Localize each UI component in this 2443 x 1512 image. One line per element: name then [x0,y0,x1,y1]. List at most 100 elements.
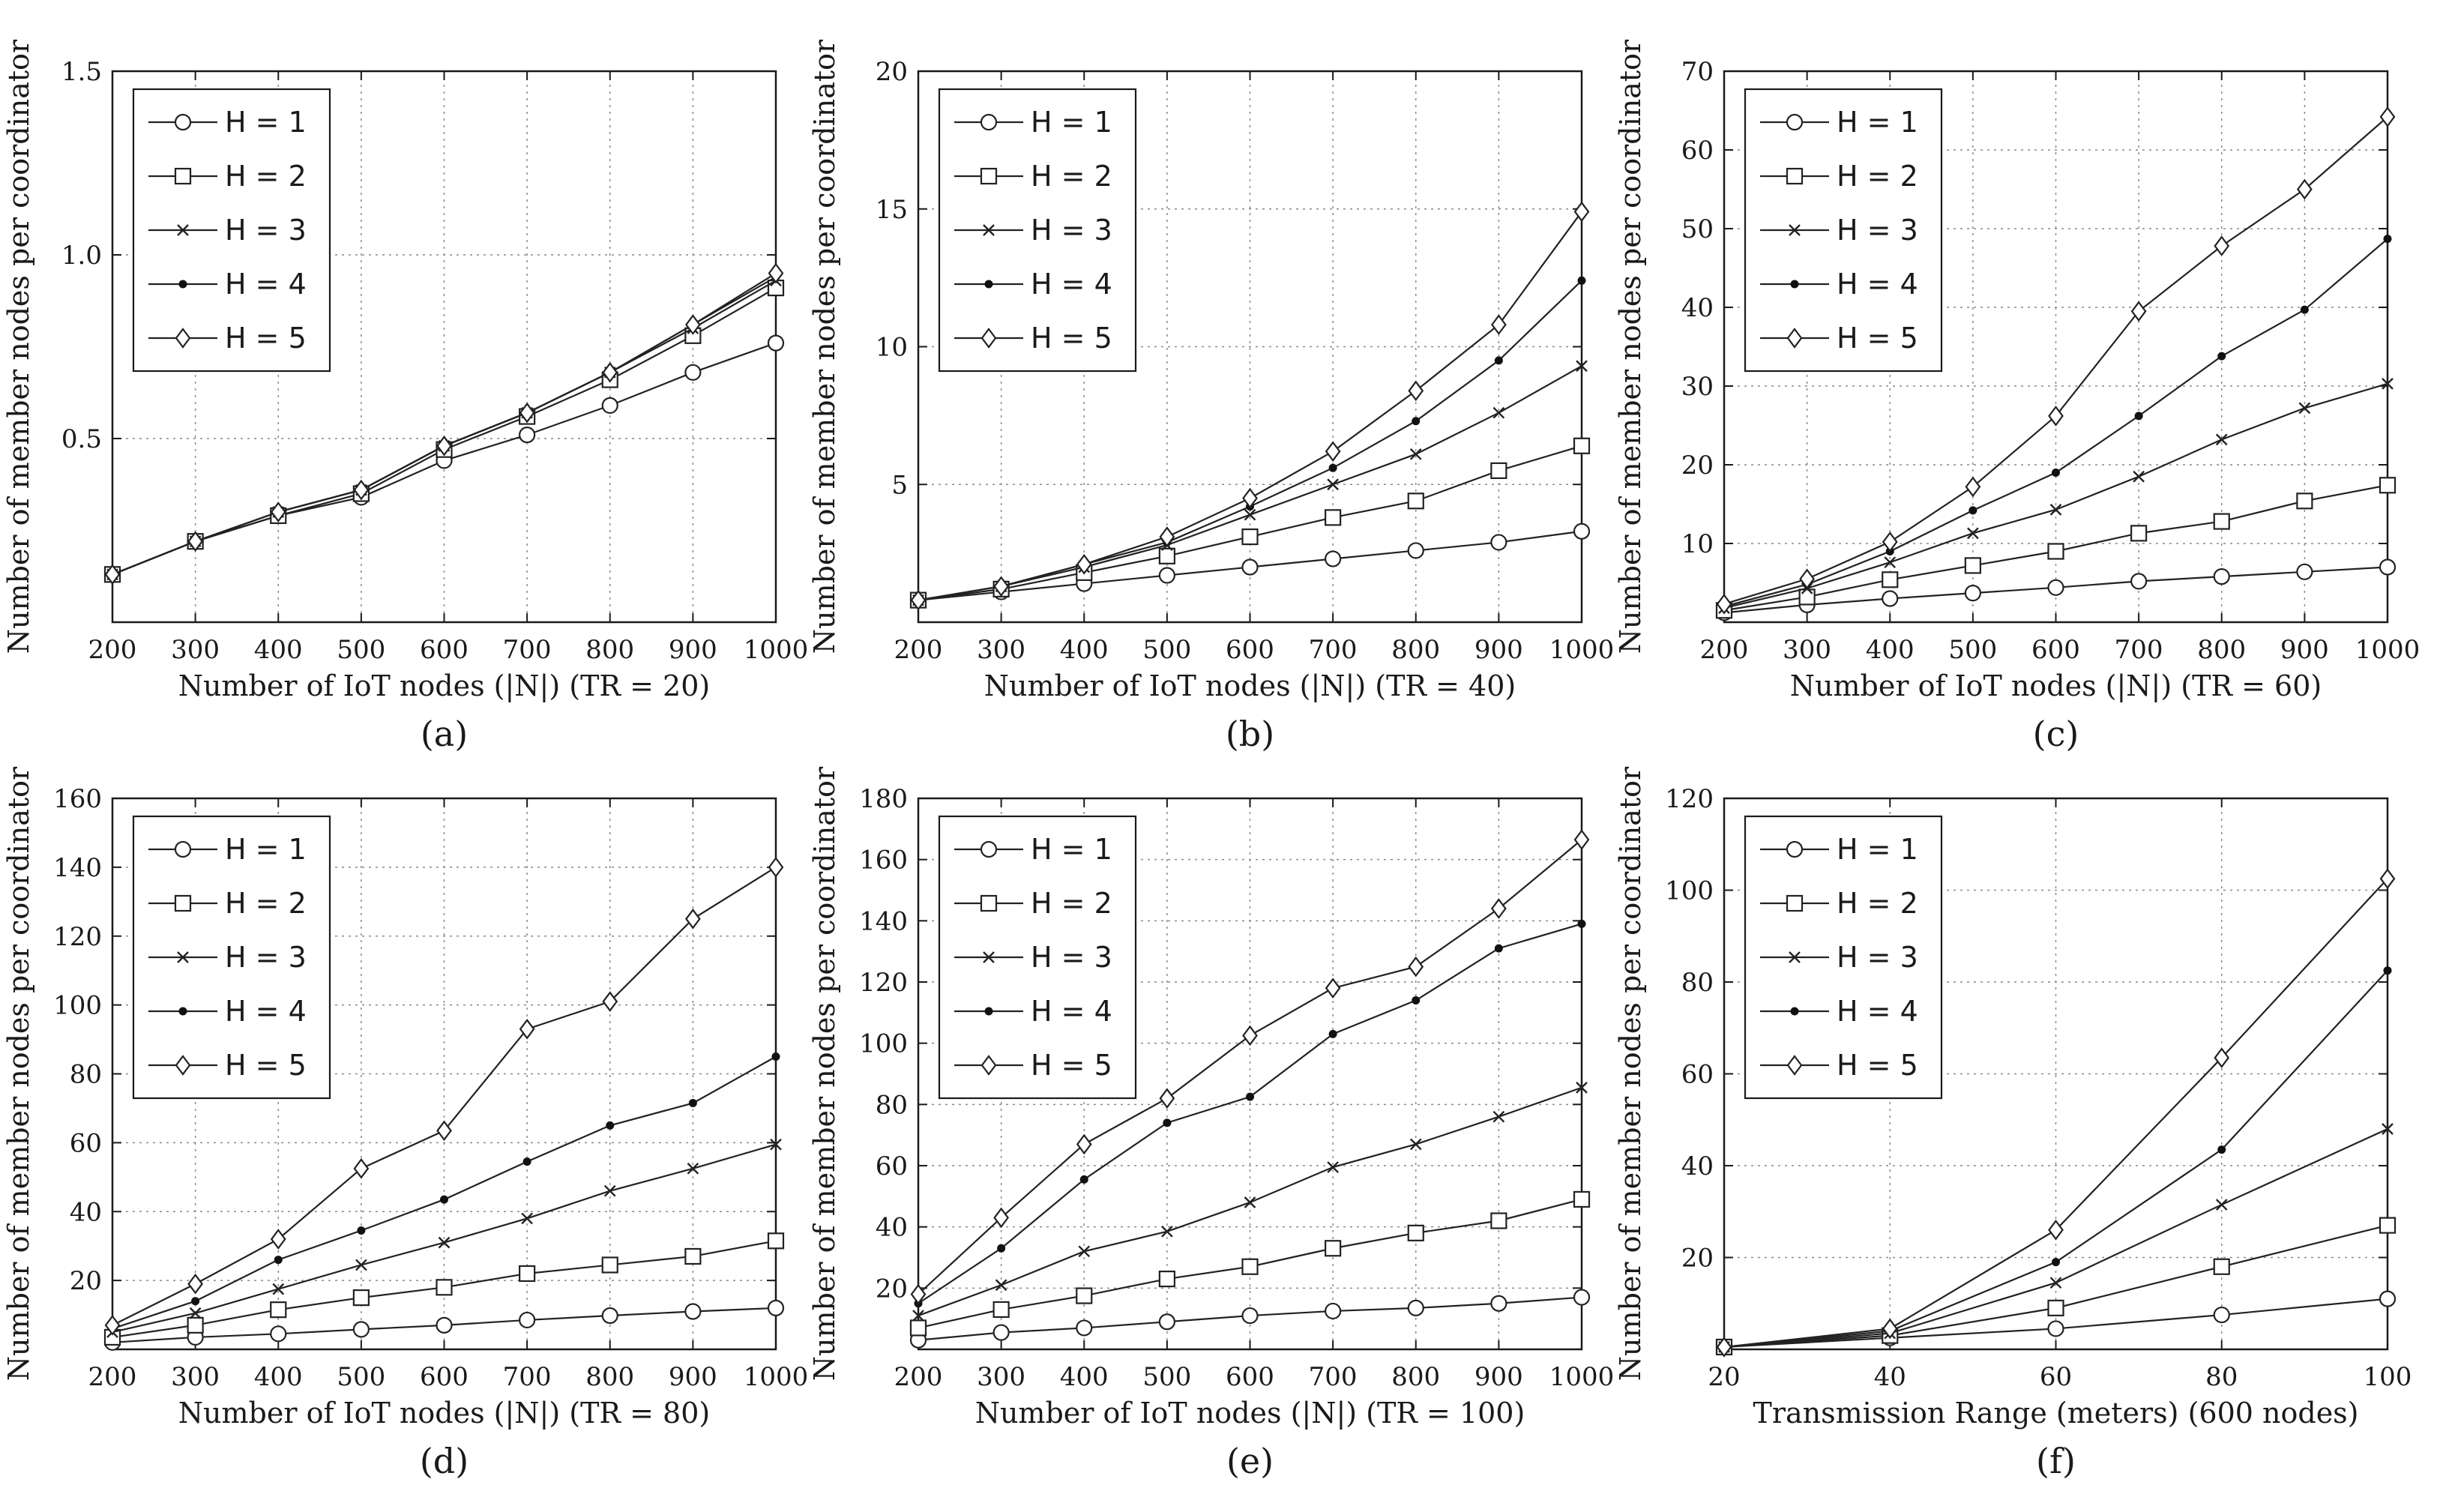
series-h3 [912,1082,1588,1322]
x-tick-label: 900 [2280,635,2329,665]
series-h1 [909,1289,1591,1349]
data-point [2382,1123,2394,1135]
data-point [2214,235,2230,256]
data-point [2379,868,2396,890]
data-point [2049,504,2062,516]
data-point [1408,380,1424,402]
x-tick-label: 200 [894,1362,943,1392]
data-point [1494,356,1503,365]
data-point [1412,996,1421,1005]
legend: H = 1 H = 2 H = 3 H = 4 H = 5 [132,815,331,1100]
legend-item: H = 2 [954,887,1112,920]
data-point [2217,352,2226,361]
x-tick-label: 300 [171,1362,220,1392]
data-point [1159,526,1175,547]
data-point [2130,573,2148,590]
data-point [687,1162,699,1175]
legend-label: H = 4 [1031,995,1112,1028]
data-point [2379,1217,2397,1234]
data-point [1577,919,1586,928]
legend-item: H = 4 [954,268,1112,301]
data-point [355,1259,367,1271]
legend-marker [980,840,998,858]
x-tick-label: 700 [1309,635,1358,665]
data-point [2215,1199,2228,1211]
legend-marker [1786,894,1804,912]
data-point [1573,1289,1591,1306]
legend-label: H = 2 [1837,160,1918,193]
legend-item: H = 1 [954,106,1112,139]
y-tick-label: 160 [53,784,102,814]
data-point [995,1279,1007,1292]
x-axis-label: Number of IoT nodes (|N|) (TR = 40) [984,669,1516,702]
data-point [2047,1299,2064,1316]
data-point [685,908,701,930]
chart-panel-6: 20 40 60 80 100 20 40 60 80 100 120 Transmission Ra… [1614,766,2412,1481]
legend: H = 1 H = 2 H = 3 H = 4 H = 5 [938,815,1137,1100]
x-tick-label: 300 [977,1362,1025,1392]
data-point [272,1283,285,1295]
y-tick-label: 10 [876,333,908,363]
y-axis-label: Number of member nodes per coordinator [1614,39,1647,654]
x-tick-label: 600 [1226,1362,1274,1392]
data-point [1246,1092,1254,1101]
data-point [1078,1245,1091,1258]
data-point [602,361,618,383]
data-point [1716,1337,1732,1358]
data-point [187,1316,204,1334]
data-point [1965,476,1981,498]
y-axis-label: Number of member nodes per coordinator [808,766,841,1381]
data-point [436,1279,453,1296]
legend-marker [1786,840,1804,858]
data-point [2379,1290,2397,1307]
data-point [1161,1225,1173,1238]
y-tick-label: 120 [53,922,102,952]
legend-marker [1790,1007,1799,1016]
data-point [1882,531,1898,552]
data-point [1573,437,1591,454]
data-point [522,1157,531,1166]
data-point [1328,463,1337,472]
chart-panel-2: 200 300 400 500 600 700 800 900 1000 5 10 15 20 Numbe… [808,39,1614,754]
y-tick-label: 140 [53,853,102,883]
x-tick-label: 200 [1700,635,1749,665]
data-point [1492,1110,1505,1123]
y-axis-label: Number of member nodes per coordinator [2,766,35,1381]
legend: H = 1 H = 2 H = 3 H = 4 H = 5 [938,88,1137,373]
legend-item: H = 4 [1760,268,1918,301]
x-tick-label: 500 [337,635,385,665]
y-tick-label: 20 [876,57,908,87]
legend-marker [984,280,993,289]
legend-item: H = 1 [1760,106,1918,139]
y-tick-label: 20 [1681,1244,1714,1274]
y-axis-label: Number of member nodes per coordinator [1614,766,1647,1381]
data-point [2130,525,2148,542]
data-point [1241,1307,1259,1325]
legend-item: H = 4 [148,995,307,1028]
legend-item: H = 3 [148,941,307,974]
y-tick-label: 5 [891,470,908,500]
data-point [1325,441,1341,462]
data-point [2379,477,2397,494]
data-point [1327,1161,1339,1173]
legend-label: H = 4 [1837,995,1918,1028]
legend-item: H = 1 [954,833,1112,866]
legend-marker [174,894,192,912]
data-point [768,262,784,284]
legend-item: H = 3 [148,214,307,247]
x-tick-label: 60 [2040,1362,2072,1392]
data-point [2298,402,2311,415]
y-tick-label: 20 [1681,451,1714,481]
x-tick-label: 300 [171,635,220,665]
data-point [1576,360,1588,373]
legend: H = 1 H = 2 H = 3 H = 4 H = 5 [1744,88,1943,373]
data-point [1158,547,1175,564]
data-point [1573,1190,1591,1208]
data-point [2213,1306,2230,1324]
x-tick-label: 600 [1226,635,1274,665]
chart-panel-4: 200 300 400 500 600 700 800 900 1000 20 40 60 80 100 1… [2,766,808,1481]
data-point [2296,493,2313,510]
legend-marker [174,840,192,858]
legend: H = 1 H = 2 H = 3 H = 4 H = 5 [1744,815,1943,1100]
x-tick-label: 100 [2364,1362,2412,1392]
